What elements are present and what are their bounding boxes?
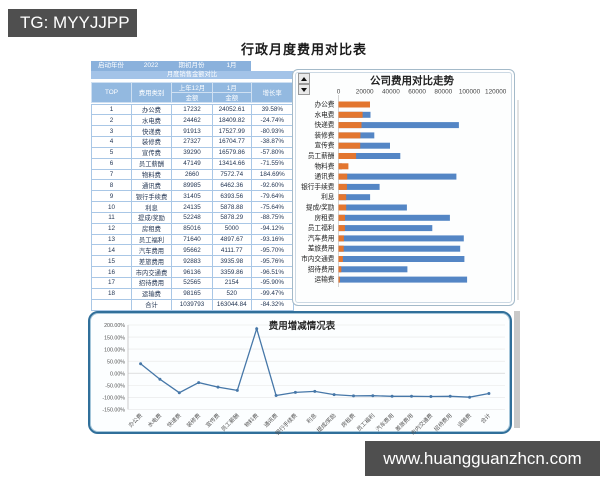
svg-text:20000: 20000 xyxy=(356,88,374,95)
svg-text:-150.00%: -150.00% xyxy=(102,408,125,414)
svg-text:-50.00%: -50.00% xyxy=(105,383,125,389)
svg-text:合计: 合计 xyxy=(479,411,493,425)
svg-text:银行手续费: 银行手续费 xyxy=(301,182,335,191)
svg-text:差旅费用: 差旅费用 xyxy=(308,244,335,253)
svg-text:员工薪酬: 员工薪酬 xyxy=(308,151,335,160)
svg-text:通讯费: 通讯费 xyxy=(314,172,334,181)
svg-text:100.00%: 100.00% xyxy=(104,347,125,353)
svg-text:汽车费用: 汽车费用 xyxy=(308,233,335,242)
svg-text:40000: 40000 xyxy=(382,88,400,95)
svg-text:100000: 100000 xyxy=(459,88,481,95)
svg-text:快递费: 快递费 xyxy=(165,411,183,429)
svg-text:200.00%: 200.00% xyxy=(104,323,125,329)
svg-text:市内交通费: 市内交通费 xyxy=(301,254,335,263)
svg-text:80000: 80000 xyxy=(434,88,452,95)
svg-text:0.00%: 0.00% xyxy=(110,371,125,377)
svg-text:-100.00%: -100.00% xyxy=(102,396,125,402)
svg-text:宣传费: 宣传费 xyxy=(204,411,222,429)
svg-text:房租费: 房租费 xyxy=(314,213,334,222)
svg-text:水电费: 水电费 xyxy=(314,110,334,119)
svg-text:装修费: 装修费 xyxy=(185,411,203,429)
svg-text:汽车费用: 汽车费用 xyxy=(374,412,395,433)
svg-text:办公费: 办公费 xyxy=(126,411,144,429)
svg-text:50.00%: 50.00% xyxy=(107,359,125,365)
svg-text:运输费: 运输费 xyxy=(455,411,473,429)
svg-text:利息: 利息 xyxy=(305,411,319,425)
svg-text:0: 0 xyxy=(337,88,341,95)
svg-text:150.00%: 150.00% xyxy=(104,335,125,341)
svg-text:60000: 60000 xyxy=(408,88,426,95)
svg-text:运输费: 运输费 xyxy=(314,275,334,284)
svg-text:员工福利: 员工福利 xyxy=(355,411,377,433)
svg-text:通讯费: 通讯费 xyxy=(262,411,280,429)
svg-text:120000: 120000 xyxy=(485,88,507,95)
svg-text:招待费用: 招待费用 xyxy=(308,264,335,273)
svg-text:物料费: 物料费 xyxy=(314,161,334,170)
svg-text:办公费: 办公费 xyxy=(314,100,334,109)
svg-text:快递费: 快递费 xyxy=(314,120,334,129)
svg-text:水电费: 水电费 xyxy=(146,411,164,429)
svg-text:招待费用: 招待费用 xyxy=(432,412,453,433)
svg-text:员工薪酬: 员工薪酬 xyxy=(219,411,241,433)
svg-text:员工福利: 员工福利 xyxy=(308,223,335,232)
svg-text:物料费: 物料费 xyxy=(243,411,261,429)
svg-text:宣传费: 宣传费 xyxy=(314,141,334,150)
svg-text:差旅费用: 差旅费用 xyxy=(393,412,414,433)
svg-text:提成/奖励: 提成/奖励 xyxy=(306,203,335,212)
svg-text:提成/奖励: 提成/奖励 xyxy=(315,411,338,434)
svg-text:利息: 利息 xyxy=(321,192,335,201)
svg-text:房租费: 房租费 xyxy=(339,411,357,429)
svg-text:装修费: 装修费 xyxy=(314,130,334,139)
